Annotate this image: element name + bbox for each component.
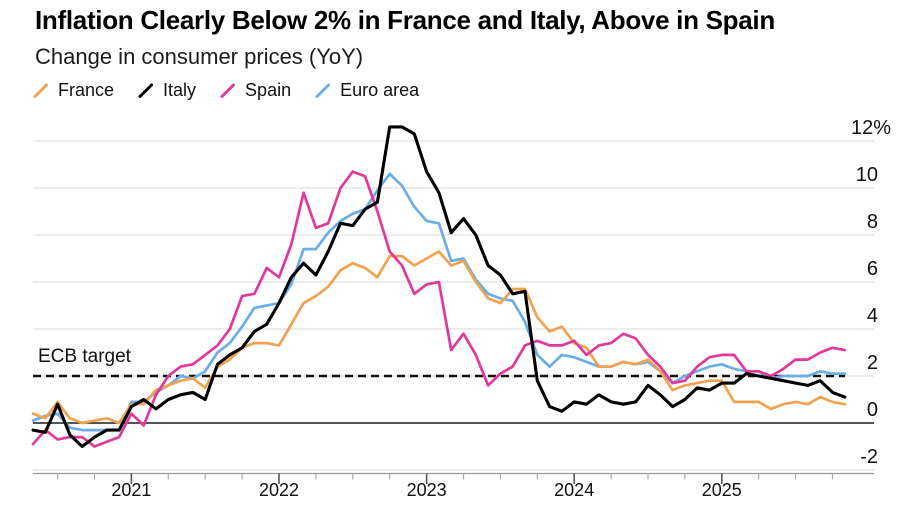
ecb-target-label: ECB target (38, 346, 131, 367)
legend-item-label: France (58, 80, 115, 100)
legend-item-label: Italy (163, 80, 197, 100)
x-axis-label: 2023 (406, 480, 447, 500)
y-axis-label: 8 (866, 211, 878, 233)
legend-swatch-icon (138, 83, 154, 98)
chart-legend: France Italy Spain Euro area (33, 80, 419, 101)
legend-item-label: Euro area (340, 80, 420, 100)
y-axis-label: 2 (866, 352, 878, 374)
legend-swatch-icon (315, 83, 331, 98)
y-axis-label: 4 (866, 305, 878, 327)
y-axis-label: 6 (866, 258, 878, 280)
x-axis-label: 2025 (701, 480, 742, 500)
legend-item-label: Spain (245, 80, 292, 100)
y-axis-label: 10 (855, 164, 878, 186)
legend-item-euro-area: Euro area (315, 80, 419, 101)
x-axis-label: 2021 (111, 480, 152, 500)
legend-item-spain: Spain (220, 80, 291, 101)
legend-swatch-icon (220, 83, 236, 98)
series-line-spain (31, 170, 847, 448)
series-line-italy (31, 125, 847, 449)
legend-item-italy: Italy (138, 80, 196, 101)
y-axis-label: 0 (866, 399, 878, 421)
x-axis-label: 2024 (554, 480, 595, 500)
chart-subtitle: Change in consumer prices (YoY) (35, 44, 364, 69)
y-axis-label: 12% (850, 117, 891, 139)
y-axis-label: -2 (860, 446, 878, 468)
legend-item-france: France (33, 80, 114, 101)
series-line-france (31, 250, 847, 425)
x-axis-label: 2022 (258, 480, 300, 500)
legend-swatch-icon (33, 83, 48, 98)
chart-title: Inflation Clearly Below 2% in France and… (35, 5, 775, 35)
